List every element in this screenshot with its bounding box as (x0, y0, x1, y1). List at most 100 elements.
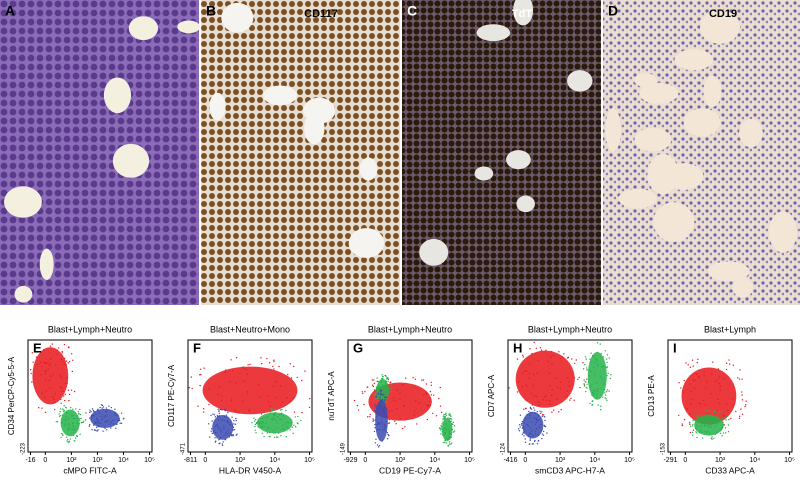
event-dot (202, 408, 205, 410)
event-dot (596, 393, 598, 396)
event-dot (388, 392, 390, 394)
event-dot (449, 413, 451, 415)
x-axis-label: cMPO FITC-A (63, 465, 117, 475)
event-dot (62, 410, 65, 413)
event-dot (107, 409, 109, 411)
event-dot (543, 396, 546, 398)
event-dot (443, 419, 446, 422)
event-dot (380, 419, 383, 421)
event-dot (300, 379, 303, 382)
event-dot (386, 432, 389, 434)
event-dot (603, 389, 606, 391)
tissue-space (39, 248, 54, 280)
event-dot (79, 417, 81, 420)
event-dot (374, 393, 377, 395)
event-dot (233, 429, 236, 431)
event-dot (389, 387, 391, 389)
event-dot (399, 392, 401, 395)
event-dot (61, 360, 64, 363)
event-dot (518, 347, 521, 349)
event-dot (526, 414, 529, 416)
event-dot (448, 443, 451, 445)
event-dot (683, 379, 685, 382)
event-dot (285, 435, 288, 438)
event-dot (66, 436, 68, 438)
event-dot (385, 412, 388, 414)
event-dot (559, 357, 561, 360)
event-dot (429, 404, 431, 407)
event-dot (385, 380, 388, 383)
event-dot (246, 373, 249, 375)
event-dot (608, 390, 610, 392)
histology-image (603, 0, 800, 305)
event-dot (115, 423, 118, 425)
event-dot (518, 430, 521, 432)
event-dot (692, 429, 695, 431)
event-dot (380, 408, 382, 410)
event-dot (285, 424, 287, 427)
event-dot (716, 431, 718, 433)
event-dot (60, 398, 62, 401)
x-tick-label: 10⁴ (749, 457, 760, 464)
event-dot (448, 432, 451, 434)
event-dot (577, 378, 579, 381)
event-dot (695, 414, 697, 416)
event-dot (375, 418, 377, 421)
event-dot (589, 402, 591, 405)
event-dot (215, 440, 217, 442)
event-dot (112, 423, 115, 425)
event-dot (377, 395, 379, 397)
event-dot (220, 430, 222, 432)
event-dot (70, 353, 73, 355)
event-dot (53, 408, 56, 411)
event-dot (725, 432, 727, 434)
event-dot (711, 436, 713, 438)
event-dot (430, 401, 432, 403)
event-dot (100, 415, 102, 418)
event-dot (274, 412, 277, 414)
event-dot (68, 441, 70, 443)
event-dot (253, 420, 256, 422)
event-dot (382, 426, 384, 428)
event-dot (107, 419, 109, 422)
tissue-space (732, 278, 753, 298)
event-dot (78, 419, 81, 421)
event-dot (91, 428, 93, 431)
event-dot (68, 393, 71, 396)
event-dot (381, 421, 383, 423)
event-dot (714, 381, 717, 383)
x-tick-label: 0 (683, 457, 687, 464)
event-dot (713, 437, 715, 440)
event-dot (568, 381, 570, 383)
event-dot (65, 406, 67, 409)
event-dot (217, 408, 219, 410)
event-dot (444, 431, 447, 433)
event-dot (591, 392, 593, 394)
event-dot (90, 419, 93, 421)
event-dot (255, 432, 257, 434)
event-dot (533, 409, 536, 411)
event-dot (67, 428, 69, 430)
event-dot (95, 422, 97, 424)
event-dot (601, 365, 603, 367)
event-dot (528, 417, 531, 419)
event-dot (212, 432, 215, 434)
event-dot (69, 438, 72, 440)
event-dot (120, 412, 123, 414)
event-dot (54, 364, 57, 366)
event-dot (387, 422, 389, 425)
event-dot (699, 425, 701, 428)
event-dot (384, 396, 386, 399)
event-dot (595, 358, 598, 361)
event-dot (235, 417, 237, 420)
panel-letter: G (353, 340, 363, 355)
event-dot (30, 372, 32, 375)
event-dot (741, 399, 744, 401)
event-dot (442, 441, 445, 444)
event-dot (45, 379, 47, 382)
event-dot (556, 386, 559, 388)
event-dot (716, 417, 719, 419)
event-dot (692, 419, 694, 421)
plot-title: Blast+Lymph (704, 324, 756, 334)
event-dot (377, 387, 379, 389)
